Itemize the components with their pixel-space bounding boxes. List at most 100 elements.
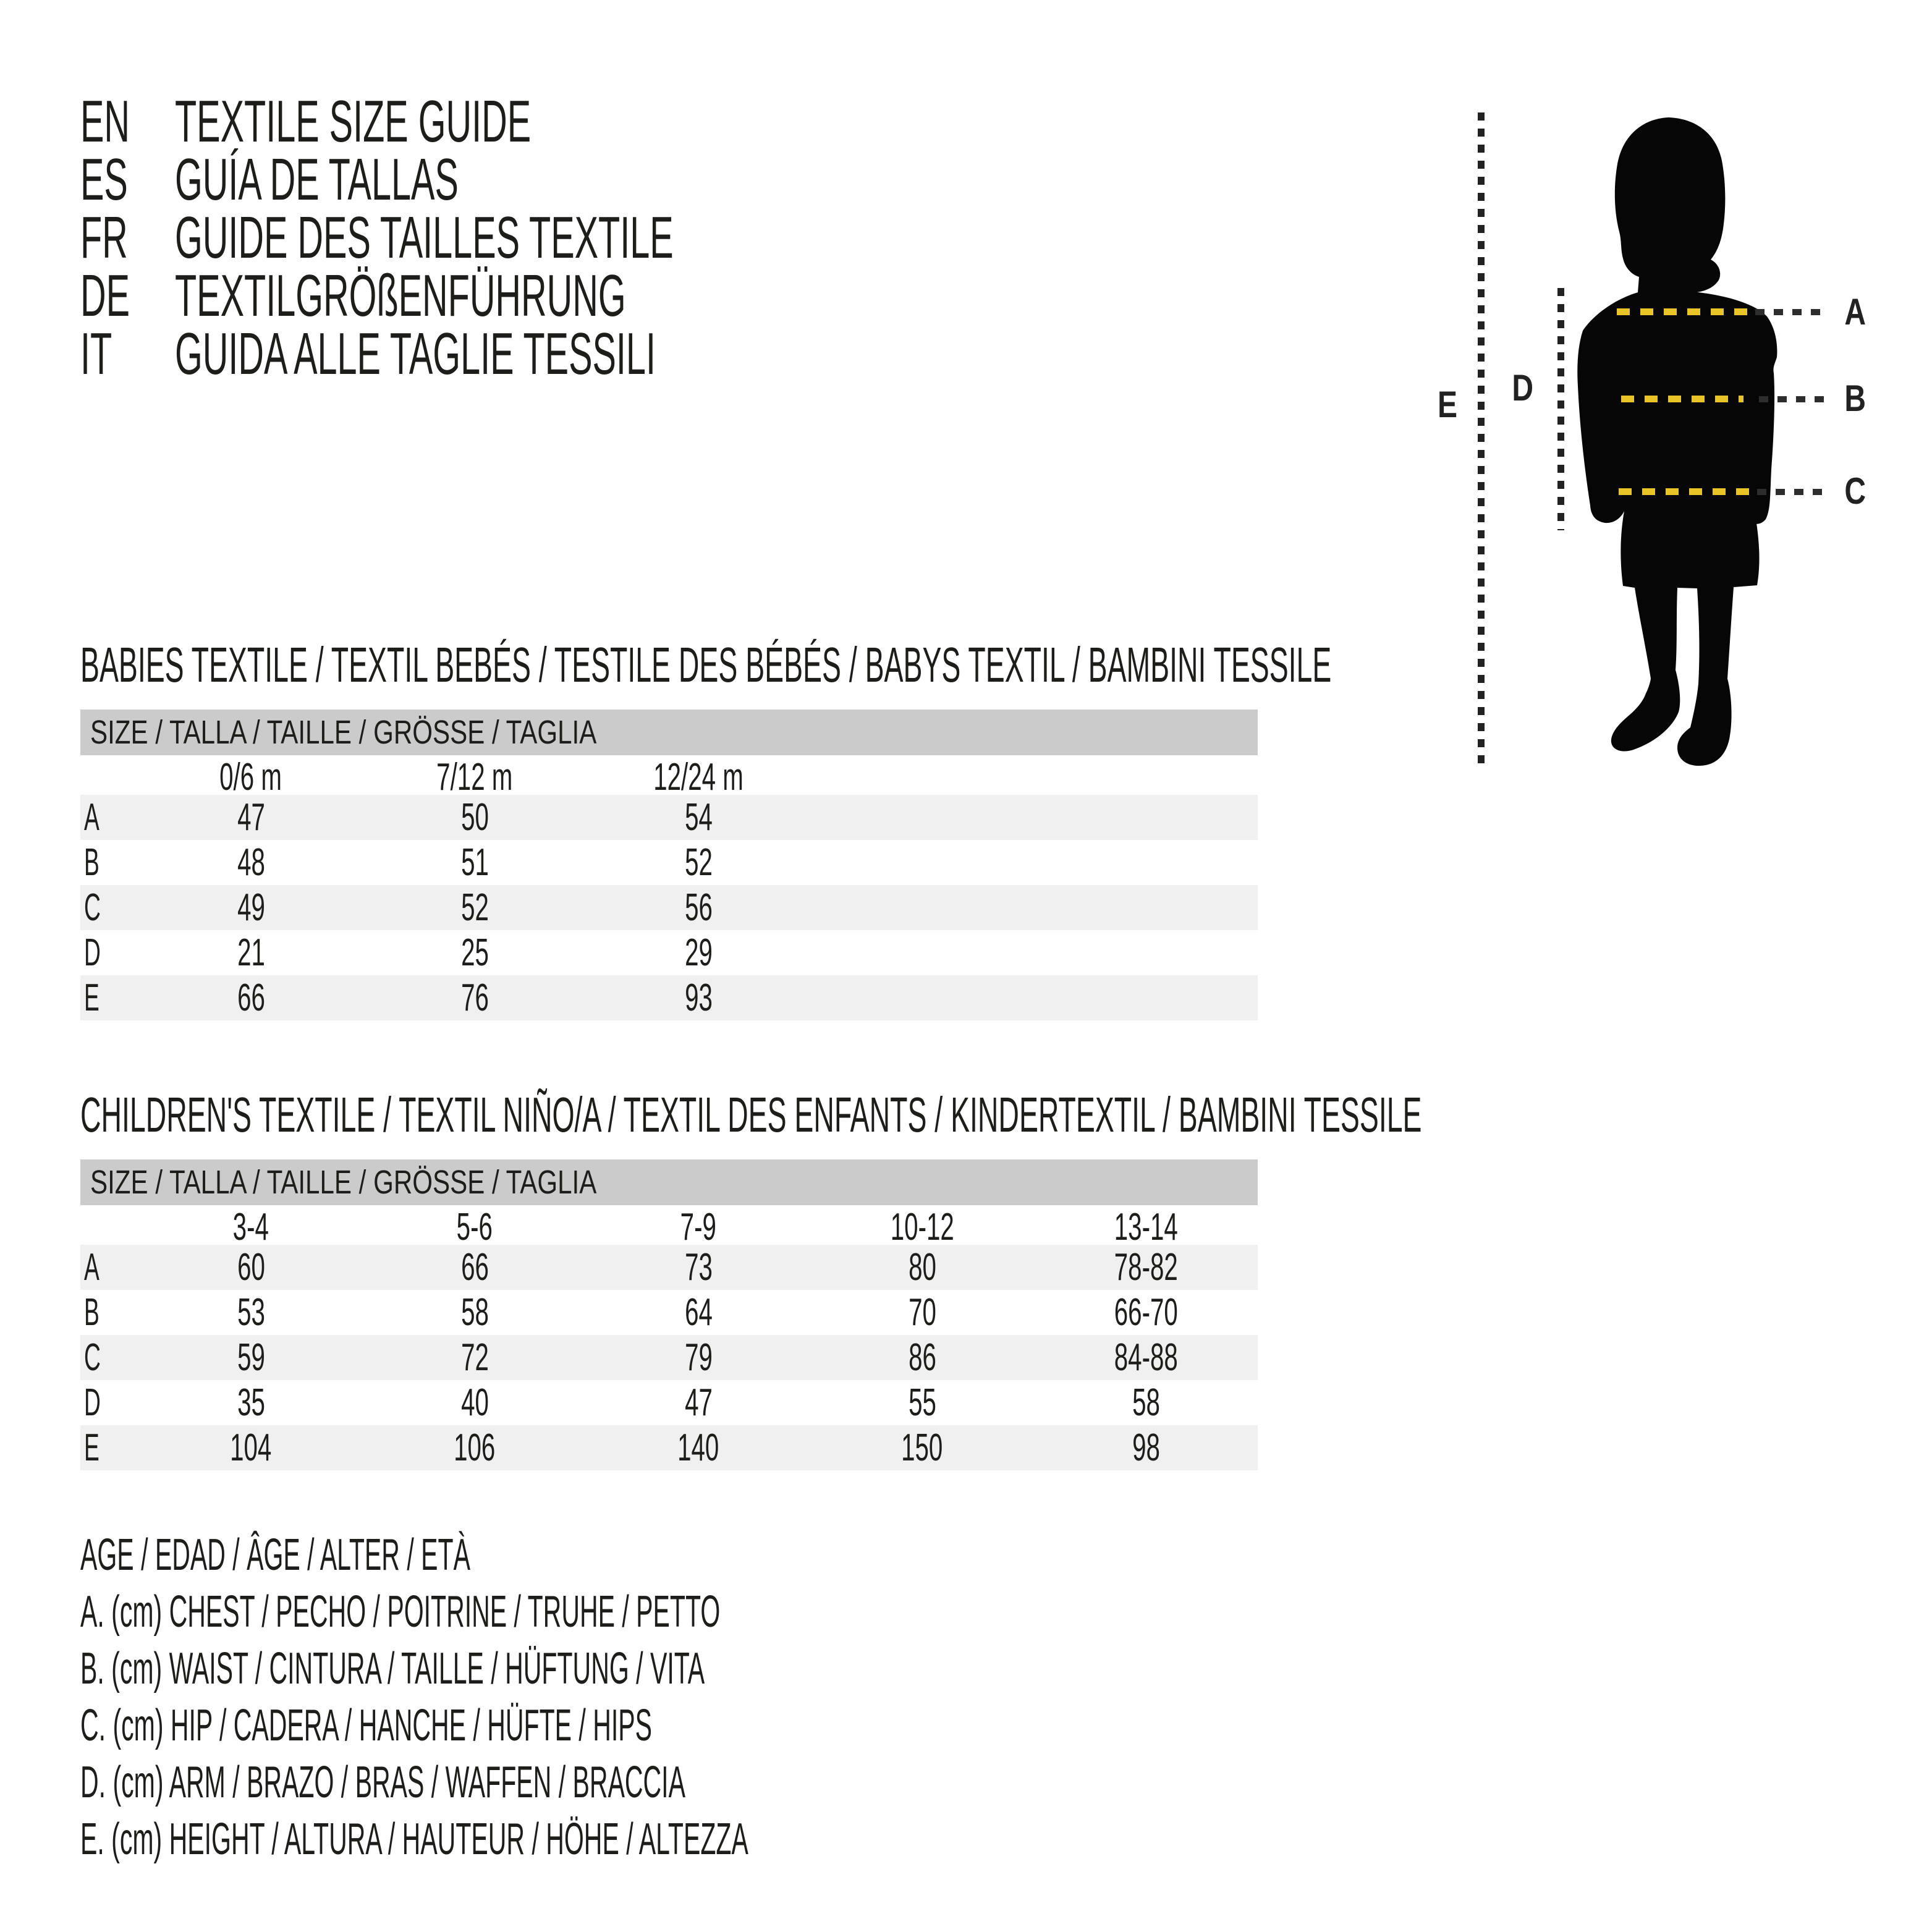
row-label: A [84, 796, 100, 839]
table-cell: 47 [237, 796, 265, 839]
language-title-list: EN TEXTILE SIZE GUIDE ES GUÍA DE TALLAS … [80, 88, 1006, 387]
language-code: IT [80, 321, 112, 387]
table-cell: 73 [684, 1246, 713, 1289]
table-cell: 66 [237, 977, 265, 1019]
table-cell: 80 [908, 1246, 936, 1289]
table-cell: 150 [901, 1426, 943, 1469]
table-cell: 40 [460, 1381, 489, 1424]
language-code: DE [80, 263, 130, 329]
children-textile-section: CHILDREN'S TEXTILE / TEXTIL NIÑO/A / TEX… [80, 1087, 1422, 1470]
children-row-B: B 53 58 64 70 66-70 [80, 1290, 1258, 1335]
children-column-header-row: 3-4 5-6 7-9 10-12 13-14 [80, 1205, 1258, 1248]
babies-row-A: A 47 50 54 [80, 795, 1258, 840]
table-cell: 49 [237, 886, 265, 929]
legend-arm: D. (cm) ARM / BRAZO / BRAS / WAFFEN / BR… [80, 1758, 685, 1807]
children-row-C: C 59 72 79 86 84-88 [80, 1335, 1258, 1380]
table-cell: 106 [454, 1426, 496, 1469]
chest-marker-label: A [1844, 291, 1866, 333]
row-label: E [84, 1426, 100, 1469]
babies-textile-section: BABIES TEXTILE / TEXTIL BEBÉS / TESTILE … [80, 637, 1332, 1020]
table-cell: 58 [1132, 1381, 1160, 1424]
table-cell: 70 [908, 1291, 936, 1334]
child-silhouette-shape [1577, 117, 1777, 766]
row-label: A [84, 1246, 100, 1289]
table-cell: 84-88 [1114, 1336, 1178, 1379]
legend-chest: A. (cm) CHEST / PECHO / POITRINE / TRUHE… [80, 1587, 721, 1637]
babies-column-header-0-6m: 0/6 m [219, 756, 282, 799]
table-cell: 50 [460, 796, 489, 839]
children-column-header-10-12: 10-12 [890, 1206, 954, 1248]
children-section-title: CHILDREN'S TEXTILE / TEXTIL NIÑO/A / TEX… [80, 1087, 1422, 1142]
table-cell: 66 [460, 1246, 489, 1289]
babies-row-C: C 49 52 56 [80, 885, 1258, 930]
arm-marker-label: D [1512, 367, 1534, 409]
table-cell: 140 [677, 1426, 719, 1469]
children-column-header-3-4: 3-4 [232, 1206, 269, 1248]
table-cell: 48 [237, 841, 265, 884]
table-cell: 51 [460, 841, 489, 884]
table-cell: 29 [684, 931, 713, 974]
babies-column-header-7-12m: 7/12 m [436, 756, 513, 799]
children-size-header-bar: SIZE / TALLA / TAILLE / GRÖSSE / TAGLIA [80, 1159, 1258, 1205]
waist-marker-label: B [1844, 378, 1866, 419]
language-row-fr: FR GUIDE DES TAILLES TEXTILE [80, 205, 1006, 271]
language-row-it: IT GUIDA ALLE TAGLIE TESSILI [80, 321, 1006, 387]
table-cell: 52 [684, 841, 713, 884]
language-code: ES [80, 146, 128, 213]
table-cell: 86 [908, 1336, 936, 1379]
language-row-en: EN TEXTILE SIZE GUIDE [80, 88, 1006, 155]
table-cell: 56 [684, 886, 713, 929]
babies-row-E: E 66 76 93 [80, 975, 1258, 1020]
table-cell: 35 [237, 1381, 265, 1424]
children-column-header-13-14: 13-14 [1114, 1206, 1178, 1248]
waist-pointer-line [1759, 396, 1824, 402]
row-label: D [84, 931, 101, 974]
children-row-D: D 35 40 47 55 58 [80, 1380, 1258, 1425]
row-label: B [84, 1291, 100, 1334]
table-cell: 47 [684, 1381, 713, 1424]
child-silhouette [1577, 117, 1777, 766]
guide-title-es: GUÍA DE TALLAS [175, 146, 459, 213]
row-label: D [84, 1381, 101, 1424]
legend-waist: B. (cm) WAIST / CINTURA / TAILLE / HÜFTU… [80, 1644, 705, 1693]
table-cell: 76 [460, 977, 489, 1019]
babies-column-header-row: 0/6 m 7/12 m 12/24 m [80, 755, 1258, 799]
table-cell: 25 [460, 931, 489, 974]
babies-size-header-bar: SIZE / TALLA / TAILLE / GRÖSSE / TAGLIA [80, 710, 1258, 755]
children-column-header-5-6: 5-6 [456, 1206, 493, 1248]
table-cell: 54 [684, 796, 713, 839]
table-cell: 72 [460, 1336, 489, 1379]
legend-height: E. (cm) HEIGHT / ALTURA / HAUTEUR / HÖHE… [80, 1815, 748, 1864]
guide-title-en: TEXTILE SIZE GUIDE [175, 88, 532, 155]
table-cell: 93 [684, 977, 713, 1019]
height-guide-line-E [1478, 112, 1485, 771]
table-cell: 98 [1132, 1426, 1160, 1469]
table-cell: 59 [237, 1336, 265, 1379]
waist-measure-line [1621, 396, 1743, 402]
babies-section-title: BABIES TEXTILE / TEXTIL BEBÉS / TESTILE … [80, 637, 1332, 692]
table-cell: 55 [908, 1381, 936, 1424]
table-cell: 60 [237, 1246, 265, 1289]
measurement-legend: AGE / EDAD / ÂGE / ALTER / ETÀ A. (cm) C… [80, 1527, 1252, 1868]
row-label: C [84, 886, 101, 929]
children-row-A: A 60 66 73 80 78-82 [80, 1245, 1258, 1290]
chest-pointer-line [1755, 309, 1824, 315]
table-cell: 64 [684, 1291, 713, 1334]
column-header-spacer [80, 755, 139, 799]
language-row-de: DE TEXTILGRÖßENFÜHRUNG [80, 263, 1006, 329]
table-cell: 53 [237, 1291, 265, 1334]
row-label: C [84, 1336, 101, 1379]
chest-measure-line [1617, 308, 1748, 315]
guide-title-de: TEXTILGRÖßENFÜHRUNG [175, 263, 626, 329]
guide-title-it: GUIDA ALLE TAGLIE TESSILI [175, 321, 656, 387]
hip-pointer-line [1757, 489, 1824, 495]
column-header-spacer [80, 1205, 139, 1249]
table-cell: 21 [237, 931, 265, 974]
height-marker-label: E [1437, 384, 1458, 425]
table-cell: 78-82 [1114, 1246, 1178, 1289]
babies-column-header-12-24m: 12/24 m [653, 756, 744, 799]
children-row-E: E 104 106 140 150 98 [80, 1425, 1258, 1470]
hip-marker-label: C [1844, 470, 1866, 512]
table-cell: 66-70 [1114, 1291, 1178, 1334]
